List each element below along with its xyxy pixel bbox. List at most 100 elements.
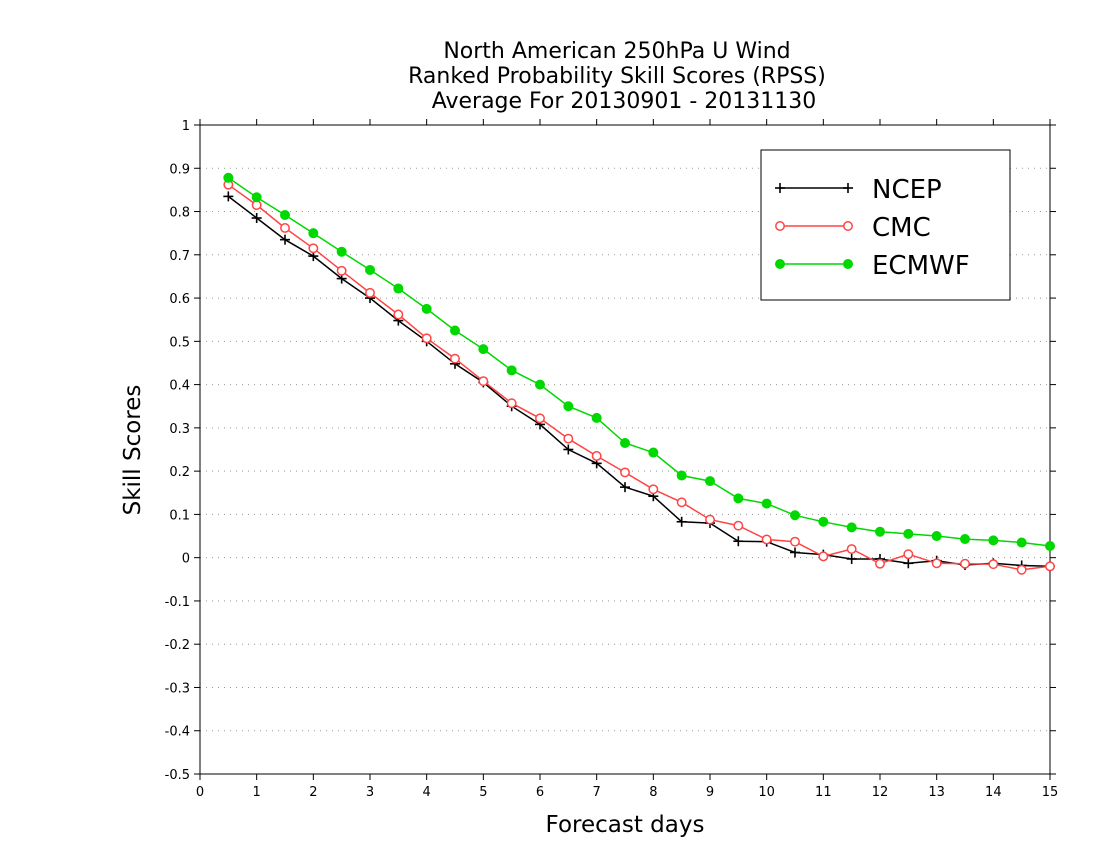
data-point-ecmwf	[308, 228, 319, 239]
data-point-ncep	[733, 536, 744, 547]
data-point-cmc	[903, 549, 914, 560]
y-tick-label: 0.9	[169, 162, 190, 177]
y-tick-label: 0.5	[169, 335, 190, 350]
title-line-3: Average For 20130901 - 20131130	[432, 89, 817, 114]
data-point-ecmwf	[535, 379, 545, 390]
y-tick-label: 0.2	[169, 465, 190, 480]
data-point-ecmwf	[478, 344, 489, 355]
y-tick-label: 0	[182, 552, 190, 567]
data-point-cmc	[478, 376, 489, 387]
data-point-ecmwf	[563, 401, 574, 412]
legend-label-cmc: CMC	[872, 213, 931, 243]
legend-marker-cmc	[775, 221, 785, 231]
y-tick-label: -0.3	[165, 681, 190, 696]
x-tick-label: 4	[423, 785, 431, 800]
legend-marker-ecmwf	[775, 259, 785, 269]
data-point-ecmwf	[846, 522, 857, 533]
data-point-ecmwf	[676, 470, 687, 481]
data-point-cmc	[535, 413, 545, 424]
data-point-cmc	[280, 223, 290, 233]
legend-marker-ncep	[843, 183, 853, 193]
legend-item-ecmwf: ECMWF	[775, 251, 970, 281]
x-axis-ticks: 0 1 2 3 4 5 6 7 8 9 10 11 12 13 14 15	[196, 119, 1058, 800]
data-point-ecmwf	[506, 365, 517, 376]
data-point-cmc	[648, 484, 659, 495]
data-point-ecmwf	[365, 264, 375, 275]
data-point-ecmwf	[931, 531, 942, 542]
x-tick-label: 7	[593, 785, 601, 800]
legend-marker-ncep	[775, 183, 785, 193]
data-point-ecmwf	[648, 447, 659, 458]
data-point-ncep	[251, 213, 262, 224]
series-ecmwf	[223, 172, 1055, 551]
data-point-ncep	[620, 482, 630, 493]
data-point-ecmwf	[393, 283, 404, 294]
data-point-cmc	[450, 353, 460, 364]
x-tick-label: 10	[758, 785, 775, 800]
data-point-ecmwf	[223, 172, 234, 183]
data-point-cmc	[1045, 561, 1055, 572]
data-point-ecmwf	[1045, 540, 1055, 551]
y-tick-label: 1	[182, 119, 190, 134]
y-tick-label: 0.3	[169, 422, 190, 437]
x-tick-label: 11	[815, 785, 832, 800]
data-point-cmc	[733, 520, 744, 531]
data-point-cmc	[1016, 564, 1027, 575]
legend-marker-cmc	[843, 221, 853, 231]
x-axis-label: Forecast days	[546, 812, 705, 838]
data-point-cmc	[393, 309, 404, 320]
data-point-ecmwf	[790, 510, 800, 521]
data-point-ncep	[223, 191, 234, 202]
x-tick-label: 2	[309, 785, 317, 800]
data-point-ecmwf	[761, 498, 772, 509]
x-tick-label: 6	[536, 785, 544, 800]
data-point-cmc	[790, 536, 800, 547]
data-point-cmc	[676, 497, 687, 508]
data-point-cmc	[705, 514, 715, 525]
data-point-ecmwf	[988, 535, 999, 546]
series-cmc	[223, 179, 1055, 575]
data-point-cmc	[308, 243, 319, 254]
data-point-ncep	[903, 558, 914, 569]
data-point-ncep	[790, 547, 800, 558]
data-point-cmc	[336, 265, 347, 276]
data-point-cmc	[818, 551, 829, 562]
y-axis-ticks: -0.5 -0.4 -0.3 -0.2 -0.1 0 0.1 0.2 0.3 0.4 0.5 0.6 0…	[165, 119, 1056, 783]
y-tick-label: -0.2	[165, 638, 190, 653]
data-point-ecmwf	[733, 493, 744, 504]
data-point-cmc	[506, 398, 517, 409]
legend: NCEP CMC ECMWF	[760, 149, 1011, 301]
x-tick-label: 14	[985, 785, 1002, 800]
legend-box	[760, 149, 1011, 301]
y-tick-label: 0.1	[169, 508, 190, 523]
data-point-cmc	[365, 287, 375, 298]
x-tick-label: 13	[928, 785, 945, 800]
legend-marker-ecmwf	[843, 259, 853, 269]
data-point-cmc	[846, 544, 857, 554]
y-tick-label: -0.4	[165, 725, 190, 740]
data-point-ecmwf	[620, 438, 630, 449]
legend-item-cmc: CMC	[775, 213, 931, 243]
y-axis-label: Skill Scores	[120, 385, 146, 516]
data-point-ncep	[676, 516, 687, 527]
x-tick-label: 1	[253, 785, 261, 800]
data-point-ecmwf	[280, 209, 290, 220]
title-line-1: North American 250hPa U Wind	[443, 39, 790, 64]
data-point-ecmwf	[450, 325, 460, 336]
legend-item-ncep: NCEP	[775, 175, 942, 205]
x-tick-label: 12	[872, 785, 889, 800]
data-point-ncep	[563, 444, 574, 455]
legend-label-ncep: NCEP	[872, 175, 942, 205]
y-tick-label: 0.7	[169, 249, 190, 264]
data-point-cmc	[421, 333, 432, 344]
title-line-2: Ranked Probability Skill Scores (RPSS)	[408, 64, 826, 89]
data-point-cmc	[988, 559, 999, 570]
data-point-ecmwf	[705, 476, 715, 487]
data-point-ecmwf	[336, 246, 347, 257]
data-point-ncep	[280, 234, 290, 245]
x-tick-label: 5	[479, 785, 487, 800]
series-layer	[223, 172, 1055, 575]
data-point-cmc	[931, 558, 942, 569]
data-point-ecmwf	[251, 192, 262, 203]
